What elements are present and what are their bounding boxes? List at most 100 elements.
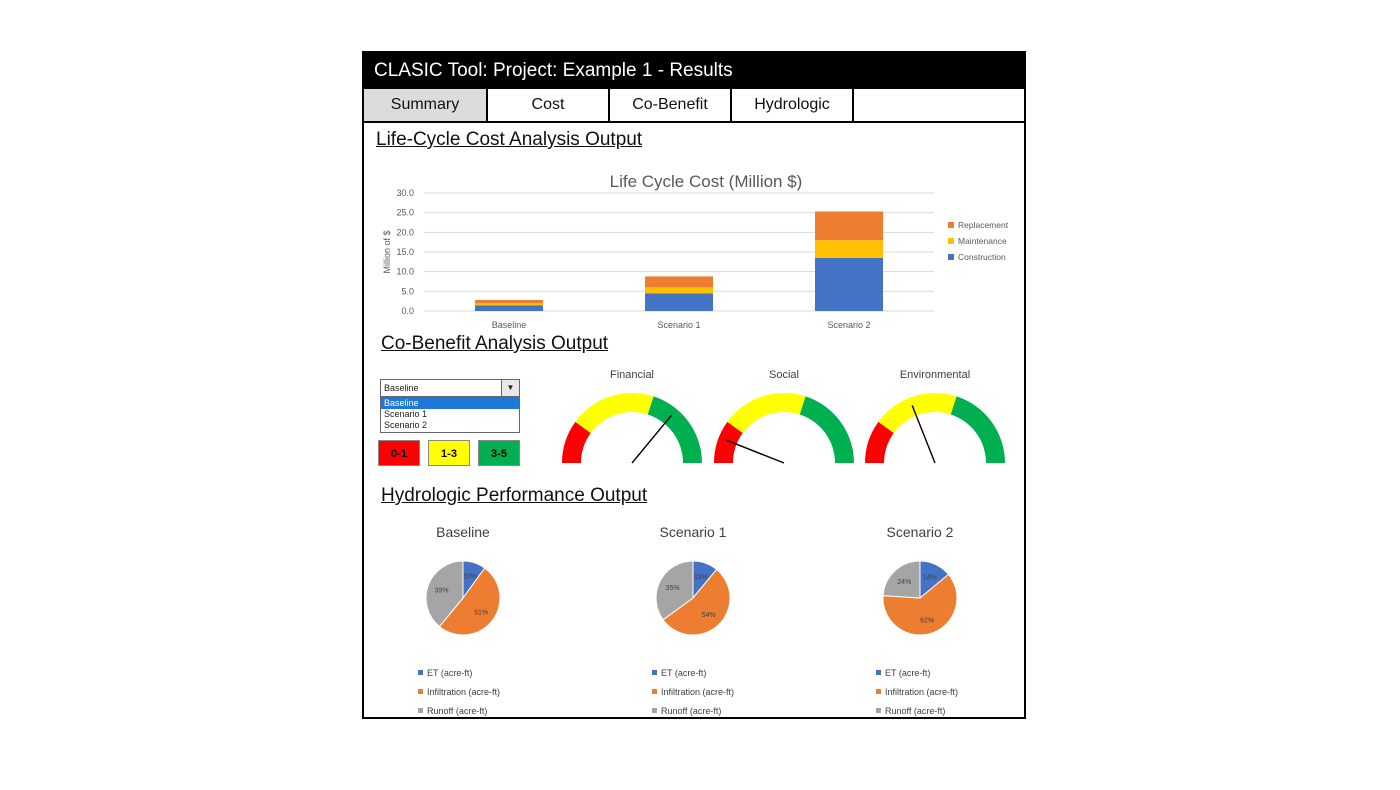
bar-replacement-scenario-2 (815, 211, 883, 241)
pie-legend-swatch (652, 670, 657, 675)
pie-slice-runoff (655, 560, 694, 621)
pie-legend-swatch (876, 670, 881, 675)
pie-legend-label: ET (acre-ft) (661, 668, 706, 678)
pie-legend-swatch (418, 670, 423, 675)
bar-construction-baseline (475, 305, 543, 311)
gauge-band-0-0 (562, 421, 591, 463)
pie-title: Scenario 1 (660, 524, 727, 540)
legend-label-construction: Construction (958, 252, 1006, 262)
legend-swatch-maintenance (948, 238, 954, 244)
pie-legend-swatch (876, 689, 881, 694)
legend-label-maintenance: Maintenance (958, 236, 1007, 246)
pie-title: Baseline (436, 524, 490, 540)
chevron-down-icon[interactable]: ▼ (501, 380, 519, 396)
bar-maintenance-scenario-2 (815, 240, 883, 258)
pie-legend-label: Infiltration (acre-ft) (427, 687, 500, 697)
legend-swatch-construction (948, 254, 954, 260)
range-legend-high: 3-5 (478, 440, 520, 466)
pie-legend-label: Runoff (acre-ft) (885, 706, 945, 716)
pie-legend-swatch (418, 689, 423, 694)
pie-legend-label: Infiltration (acre-ft) (661, 687, 734, 697)
y-tick-label: 25.0 (396, 208, 414, 218)
pie-value-label: 51% (474, 610, 488, 617)
y-axis-label: Million of $ (382, 230, 392, 273)
pie-legend-swatch (418, 708, 423, 713)
pie-legend-swatch (876, 708, 881, 713)
bar-maintenance-scenario-1 (645, 287, 713, 294)
tab-hydrologic[interactable]: Hydrologic (732, 89, 854, 121)
tab-co-benefit[interactable]: Co-Benefit (610, 89, 732, 121)
pie-legend-swatch (652, 689, 657, 694)
scenario-option-scenario-2[interactable]: Scenario 2 (384, 420, 428, 430)
pie-legend-label: Runoff (acre-ft) (661, 706, 721, 716)
pie-legend-label: Infiltration (acre-ft) (885, 687, 958, 697)
gauge-needle-financial (631, 414, 673, 464)
bar-construction-scenario-1 (645, 293, 713, 311)
bar-maintenance-baseline (475, 303, 543, 306)
y-tick-label: 0.0 (401, 306, 414, 316)
y-tick-label: 15.0 (396, 247, 414, 257)
pie-slice-runoff (882, 560, 921, 599)
cobenefit-gauges: Financial Social Environmental (562, 369, 1005, 464)
scenario-select-value: Baseline (384, 383, 419, 393)
window-title: CLASIC Tool: Project: Example 1 - Result… (364, 53, 1024, 89)
bar-replacement-baseline (475, 299, 543, 304)
legend-label-replacement: Replacement (958, 220, 1009, 230)
bar-replacement-scenario-1 (645, 276, 713, 288)
bar-construction-scenario-2 (815, 257, 883, 311)
scenario-options-list: Baseline Scenario 1 Scenario 2 (380, 397, 520, 433)
gauge-label-financial: Financial (610, 369, 654, 381)
y-tick-label: 30.0 (396, 188, 414, 198)
legend-swatch-replacement (948, 222, 954, 228)
results-window: CLASIC Tool: Project: Example 1 - Result… (362, 51, 1026, 719)
pie-legend-label: ET (acre-ft) (885, 668, 930, 678)
range-legend-mid: 1-3 (428, 440, 470, 466)
pie-slice-runoff (425, 560, 464, 628)
pie-value-label: 14% (923, 575, 937, 582)
x-tick-label: Scenario 2 (827, 320, 870, 330)
tab-cost[interactable]: Cost (488, 89, 610, 121)
pie-legend-label: ET (acre-ft) (427, 668, 472, 678)
gauge-needle-environmental (911, 405, 936, 464)
gauge-needle-social (726, 439, 785, 464)
pie-value-label: 62% (920, 617, 934, 624)
pie-slice-infiltration (882, 573, 958, 636)
gauge-band-2-0 (865, 421, 894, 463)
pie-slice-infiltration (438, 567, 501, 636)
gauge-band-0-2 (647, 396, 702, 463)
gauge-band-1-0 (714, 421, 743, 463)
pie-value-label: 54% (702, 612, 716, 619)
gauge-label-social: Social (769, 369, 799, 381)
pie-legend-label: Runoff (acre-ft) (427, 706, 487, 716)
hydrologic-section-title: Hydrologic Performance Output (381, 485, 648, 506)
pie-value-label: 39% (434, 588, 448, 595)
pie-title: Scenario 2 (887, 524, 954, 540)
hydrologic-pie-charts: Baseline 10% 51% 39% ET (acre-ft) Infiltratio… (418, 524, 958, 716)
pie-legend-swatch (652, 708, 657, 713)
y-tick-label: 10.0 (396, 267, 414, 277)
y-tick-label: 20.0 (396, 227, 414, 237)
scenario-option-scenario-1[interactable]: Scenario 1 (384, 409, 428, 419)
gauge-band-2-1 (878, 393, 957, 434)
scenario-select[interactable]: Baseline ▼ (380, 379, 520, 397)
x-tick-label: Scenario 1 (657, 320, 700, 330)
pie-value-label: 24% (897, 579, 911, 586)
y-tick-label: 5.0 (401, 286, 414, 296)
pie-value-label: 10% (463, 574, 477, 581)
tab-summary[interactable]: Summary (364, 89, 488, 121)
cobenefit-section-title: Co-Benefit Analysis Output (381, 333, 609, 354)
gauge-band-1-1 (727, 393, 806, 434)
tab-bar: Summary Cost Co-Benefit Hydrologic (364, 89, 1024, 123)
pie-slice-infiltration (662, 568, 731, 636)
life-cycle-cost-chart: Life Cycle Cost (Million $) 0.0 5.0 10.0 15.… (382, 172, 1009, 330)
scenario-option-baseline[interactable]: Baseline (381, 398, 519, 409)
gauge-label-environmental: Environmental (900, 369, 970, 381)
pie-value-label: 11% (694, 574, 708, 581)
lcca-section-title: Life-Cycle Cost Analysis Output (376, 129, 643, 150)
pie-value-label: 35% (666, 585, 680, 592)
range-legend-low: 0-1 (378, 440, 420, 466)
x-tick-label: Baseline (492, 320, 527, 330)
gauge-band-2-2 (950, 396, 1005, 463)
gauge-band-0-1 (575, 393, 654, 434)
chart-title: Life Cycle Cost (Million $) (610, 172, 803, 191)
